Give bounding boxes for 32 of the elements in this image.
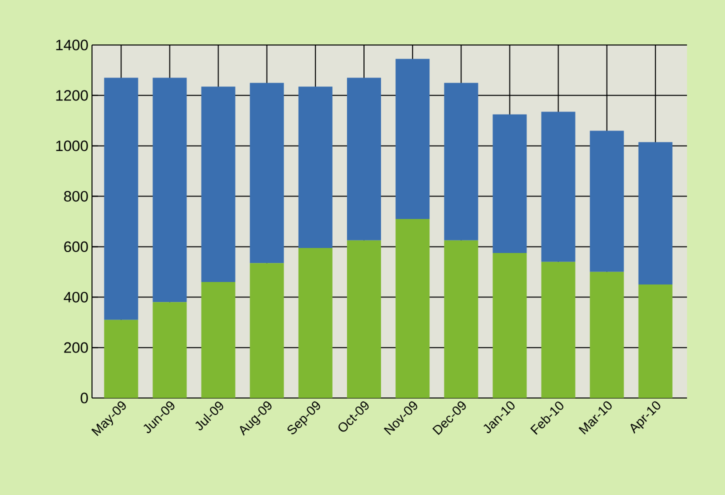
bar (444, 240, 478, 398)
bar (396, 218, 430, 398)
bar (638, 142, 672, 285)
y-tick-label: 1200 (56, 90, 88, 101)
bar (152, 78, 187, 302)
bar (590, 272, 624, 398)
bar (201, 86, 236, 282)
bar (347, 78, 382, 240)
bar (396, 58, 430, 219)
bar (541, 112, 576, 262)
bar (250, 263, 284, 398)
bar (152, 302, 187, 398)
y-tick-label: 600 (64, 241, 88, 252)
y-tick-label: 1000 (56, 140, 88, 152)
bar (444, 82, 478, 240)
bar (590, 130, 624, 272)
bar (298, 248, 332, 398)
y-tick-label: 800 (64, 190, 88, 202)
bar (541, 262, 576, 398)
y-tick-label: 1400 (56, 40, 88, 50)
bar (492, 253, 527, 398)
bar (298, 86, 332, 248)
bar (347, 240, 382, 398)
bar (104, 78, 138, 320)
y-tick-label: 400 (64, 292, 88, 302)
y-tick-label: 0 (80, 392, 88, 404)
bar (104, 320, 138, 398)
bar (638, 284, 672, 398)
bar (201, 282, 236, 398)
y-tick-label: 200 (64, 342, 88, 353)
bar (492, 114, 527, 254)
bar (250, 82, 284, 264)
